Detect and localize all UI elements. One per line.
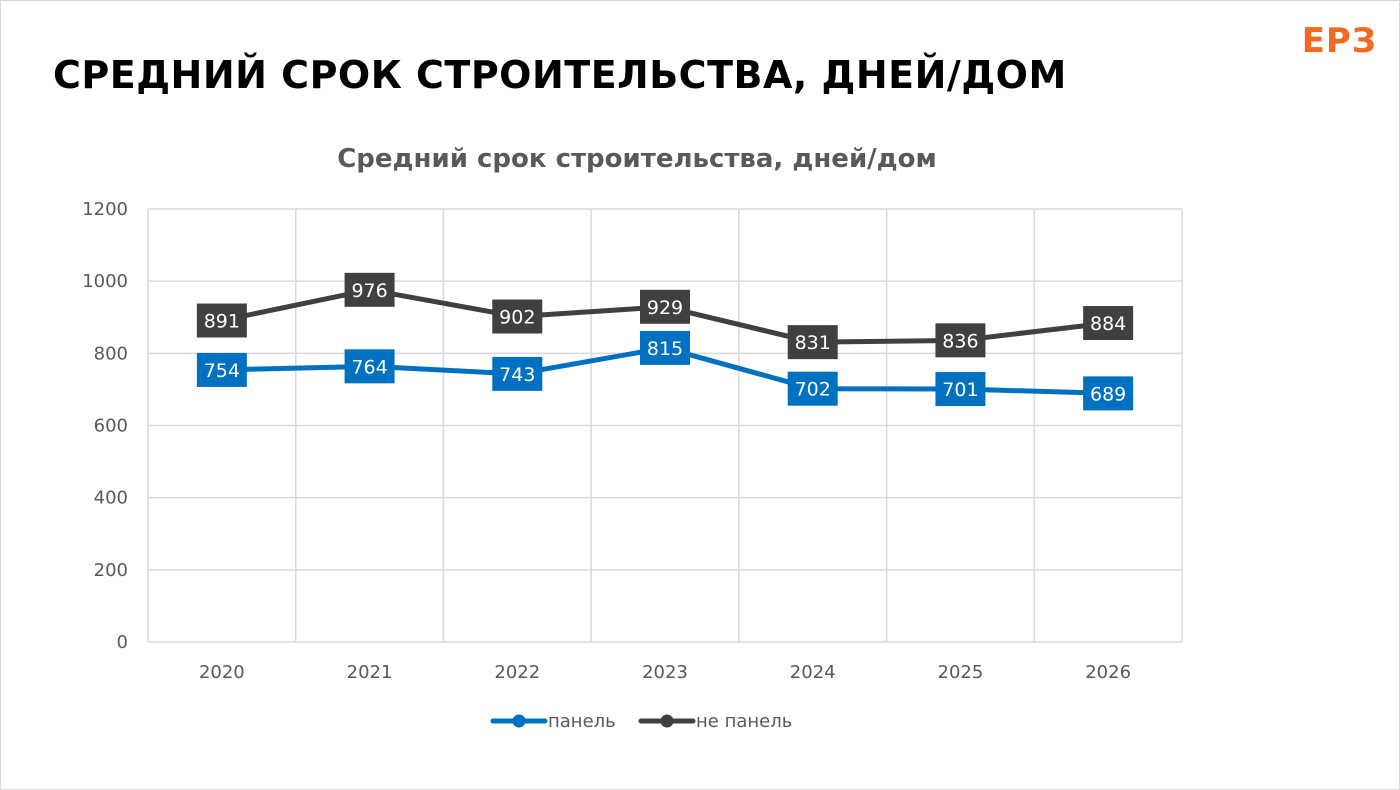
data-label: 689 xyxy=(1090,383,1126,405)
data-label-box xyxy=(640,289,690,324)
chart-title: Средний срок строительства, дней/дом xyxy=(337,144,937,174)
data-label: 754 xyxy=(204,360,240,382)
data-label-box xyxy=(492,356,543,391)
data-label-box xyxy=(640,330,690,365)
x-tick-label: 2020 xyxy=(199,662,245,683)
chart-series: 754 764 743 815 702 701 689 891 976 902 929 831 836 8… xyxy=(196,272,1134,411)
data-label: 764 xyxy=(351,356,387,378)
data-label: 929 xyxy=(647,297,683,319)
data-label-box xyxy=(344,272,395,307)
data-label: 891 xyxy=(204,310,240,332)
legend-marker xyxy=(512,714,526,728)
data-label-box xyxy=(196,352,247,387)
data-label: 902 xyxy=(499,307,535,329)
y-tick-label: 0 xyxy=(117,632,128,653)
y-tick-label: 600 xyxy=(94,416,128,437)
data-label-box xyxy=(787,371,838,406)
y-tick-label: 400 xyxy=(94,488,128,509)
legend-label: не панель xyxy=(696,711,792,732)
chart-grid xyxy=(147,208,1183,643)
data-label: 976 xyxy=(351,280,387,302)
data-label-box xyxy=(196,303,247,338)
data-label-box xyxy=(787,325,838,360)
erz-logo: ЕРЗ xyxy=(1301,21,1377,61)
x-tick-label: 2023 xyxy=(642,662,688,683)
data-label-box xyxy=(344,349,395,384)
x-tick-label: 2021 xyxy=(347,662,393,683)
data-label-box xyxy=(935,323,986,358)
y-tick-label: 200 xyxy=(94,560,128,581)
chart-legend: панель не панель xyxy=(490,711,792,732)
data-label-box xyxy=(935,372,986,407)
data-label: 815 xyxy=(647,338,683,360)
legend-marker xyxy=(660,714,674,728)
data-label: 701 xyxy=(942,379,978,401)
data-label-box xyxy=(492,299,543,334)
x-axis-ticks: 2020 2021 2022 2023 2024 2025 2026 xyxy=(199,662,1131,683)
y-axis-ticks: 0 200 400 600 800 1000 1200 xyxy=(82,199,128,653)
y-tick-label: 800 xyxy=(94,343,128,364)
data-label: 743 xyxy=(499,364,535,386)
data-label: 702 xyxy=(795,379,831,401)
data-label: 884 xyxy=(1090,313,1126,335)
slide-title: СРЕДНИЙ СРОК СТРОИТЕЛЬСТВА, ДНЕЙ/ДОМ xyxy=(53,53,1067,97)
x-tick-label: 2022 xyxy=(494,662,540,683)
y-tick-label: 1200 xyxy=(82,199,128,220)
y-tick-label: 1000 xyxy=(82,271,128,292)
x-tick-label: 2025 xyxy=(938,662,984,683)
legend-label: панель xyxy=(548,711,616,732)
data-label-box xyxy=(1083,306,1134,341)
x-tick-label: 2024 xyxy=(790,662,836,683)
data-label: 836 xyxy=(942,330,978,352)
x-tick-label: 2026 xyxy=(1085,662,1131,683)
data-label: 831 xyxy=(795,332,831,354)
data-label-box xyxy=(1083,376,1134,411)
